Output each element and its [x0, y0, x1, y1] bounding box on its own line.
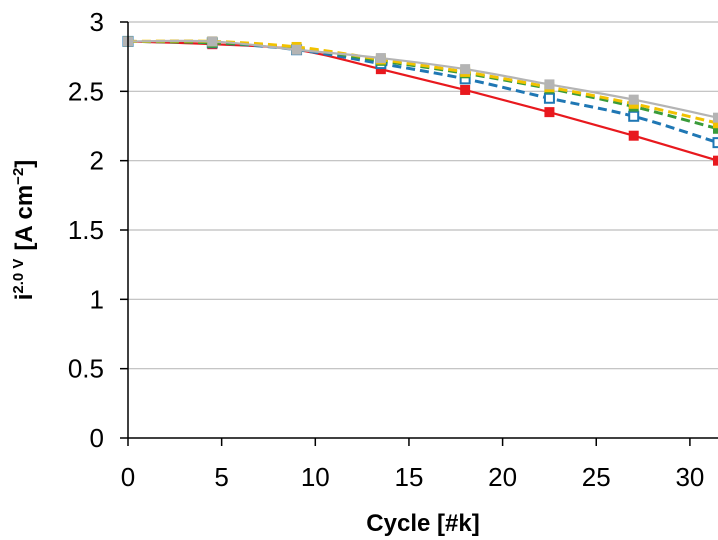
- series-5-point-6: [628, 94, 639, 105]
- grid-lines: [128, 21, 718, 370]
- tick-labels: 00.511.522.530 5 10 15 20 25 30: [68, 7, 705, 492]
- series-lines: [122, 35, 718, 166]
- y-tick-label-1: 0.5: [68, 354, 104, 384]
- y-axis-title-unit-close: ]: [11, 160, 38, 168]
- y-tick-label-5: 2.5: [68, 76, 104, 106]
- y-axis-title-superscript: 2.0 V: [10, 259, 27, 294]
- series-5-point-4: [460, 64, 471, 75]
- x-tick-label-2: 10: [301, 462, 330, 492]
- series-5-point-2: [291, 44, 302, 55]
- y-tick-label-4: 2: [90, 146, 104, 176]
- y-axis-title-unit: [A cm: [11, 185, 38, 251]
- series-5-point-3: [375, 53, 386, 64]
- y-tick-label-0: 0: [90, 423, 104, 453]
- axes: [120, 21, 718, 446]
- series-3-point-7: [713, 123, 718, 134]
- series-2-point-5: [543, 92, 555, 104]
- series-2: [122, 35, 718, 149]
- series-5-point-5: [544, 79, 555, 90]
- series-2-line: [127, 39, 718, 145]
- x-tick-label-6: 30: [675, 462, 704, 492]
- y-tick-label-2: 1: [90, 284, 104, 314]
- y-axis-title-main: i: [11, 294, 38, 301]
- x-tick-label-1: 5: [214, 462, 228, 492]
- series-5: [123, 36, 718, 123]
- x-tick-label-4: 20: [488, 462, 517, 492]
- y-tick-label-6: 3: [90, 7, 104, 37]
- y-axis-title: i2.0 V [A cm−2]: [10, 160, 38, 301]
- series-1-point-5: [544, 107, 555, 118]
- series-2-point-7: [712, 137, 718, 149]
- series-1-point-6: [628, 130, 639, 141]
- x-tick-label-0: 0: [121, 462, 135, 492]
- series-5-point-7: [713, 112, 718, 123]
- series-5-point-1: [207, 36, 218, 47]
- y-tick-label-3: 1.5: [68, 215, 104, 245]
- series-5-line: [127, 39, 718, 119]
- series-2-point-6: [628, 110, 640, 122]
- y-axis-title-unit-exponent: −2: [10, 168, 27, 185]
- x-axis-title: Cycle [#k]: [366, 510, 479, 537]
- x-tick-label-5: 25: [582, 462, 611, 492]
- series-4-point-7: [713, 118, 718, 129]
- x-tick-label-3: 15: [394, 462, 423, 492]
- series-1-point-7: [713, 155, 718, 166]
- series-1-point-4: [460, 84, 471, 95]
